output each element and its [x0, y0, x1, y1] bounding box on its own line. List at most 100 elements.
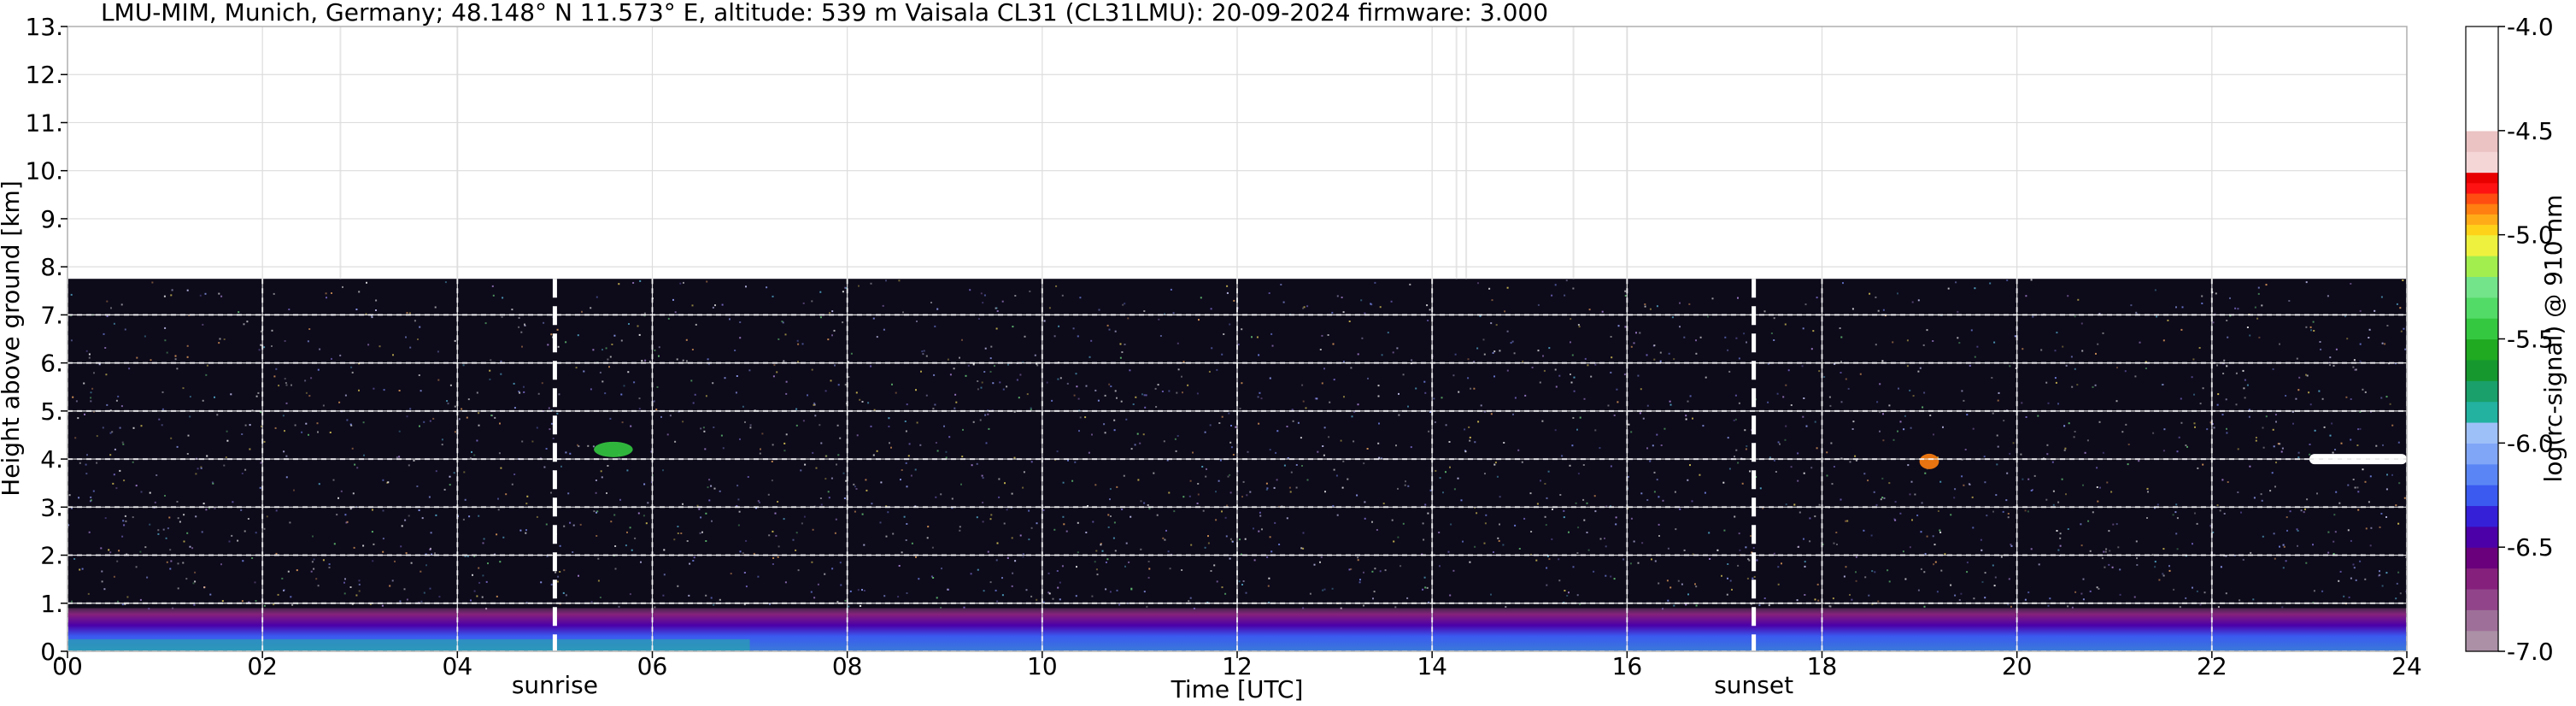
noise-dot [2249, 465, 2251, 468]
noise-dot [244, 530, 246, 532]
noise-dot [2052, 503, 2055, 506]
noise-dot [202, 503, 205, 505]
noise-dot [140, 425, 143, 427]
noise-dot [2403, 327, 2405, 330]
noise-dot [218, 342, 220, 344]
noise-dot [905, 430, 907, 432]
noise-dot [2133, 596, 2136, 598]
noise-dot [353, 546, 355, 549]
noise-dot [1424, 503, 1427, 506]
noise-dot [1689, 395, 1692, 397]
noise-dot [890, 446, 892, 449]
noise-dot [2272, 428, 2274, 431]
noise-dot [1452, 569, 1455, 572]
noise-dot [1734, 394, 1737, 397]
noise-dot [358, 590, 361, 592]
noise-dot [345, 521, 348, 524]
noise-dot [590, 307, 592, 309]
noise-dot [961, 338, 963, 341]
noise-dot [1305, 407, 1307, 409]
noise-dot [2359, 560, 2362, 562]
noise-dot [344, 394, 347, 397]
noise-dot [876, 336, 878, 338]
noise-dot [1812, 330, 1815, 332]
noise-dot [520, 331, 523, 333]
noise-dot [208, 507, 210, 509]
noise-dot [824, 390, 827, 392]
noise-dot [601, 349, 603, 351]
noise-dot [2185, 597, 2187, 599]
noise-dot [773, 364, 776, 367]
noise-dot [2030, 490, 2033, 491]
noise-dot [897, 596, 900, 598]
noise-dot [1379, 306, 1382, 309]
noise-dot [672, 298, 674, 301]
colorbar-bin [2466, 276, 2498, 298]
noise-dot [2306, 374, 2309, 377]
noise-dot [744, 421, 746, 423]
noise-dot [1124, 565, 1126, 568]
noise-dot [1085, 385, 1088, 387]
noise-dot [1269, 536, 1271, 538]
noise-dot [2068, 422, 2070, 425]
noise-dot [317, 585, 320, 587]
noise-dot [648, 361, 651, 362]
noise-dot [322, 404, 325, 407]
noise-dot [930, 575, 933, 578]
noise-dot [420, 390, 422, 392]
noise-dot [394, 560, 396, 562]
noise-dot [255, 600, 257, 602]
noise-dot [1835, 532, 1838, 533]
noise-dot [885, 535, 888, 538]
noise-dot [290, 596, 292, 598]
noise-dot [1402, 374, 1405, 376]
noise-dot [1224, 516, 1227, 519]
noise-dot [739, 438, 741, 440]
noise-dot [154, 501, 156, 503]
noise-dot [1077, 521, 1079, 524]
noise-dot [857, 589, 860, 591]
noise-dot [932, 577, 935, 579]
noise-dot [2356, 486, 2359, 489]
noise-dot [2154, 561, 2156, 563]
noise-dot [1816, 583, 1819, 585]
noise-dot [2020, 453, 2022, 456]
noise-dot [1175, 450, 1177, 452]
noise-dot [164, 495, 166, 497]
noise-dot [1320, 556, 1323, 558]
noise-dot [1350, 367, 1353, 369]
noise-dot [1576, 552, 1579, 554]
colorbar-bin [2466, 297, 2498, 319]
noise-dot [813, 403, 816, 406]
noise-dot [1109, 498, 1111, 501]
noise-dot [865, 479, 867, 481]
noise-dot [1164, 313, 1165, 315]
noise-dot [813, 597, 816, 599]
noise-dot [2306, 498, 2309, 501]
noise-dot [785, 380, 788, 383]
noise-dot [1188, 600, 1190, 603]
noise-dot [2275, 462, 2277, 464]
noise-dot [1347, 478, 1349, 480]
noise-dot [441, 438, 443, 441]
noise-dot [170, 437, 173, 439]
noise-dot [663, 549, 666, 551]
noise-dot [1187, 384, 1189, 386]
noise-dot [1219, 459, 1222, 462]
noise-dot [2046, 453, 2049, 456]
noise-dot [496, 595, 498, 597]
noise-dot [308, 395, 311, 397]
noise-dot [1091, 433, 1093, 436]
noise-dot [290, 384, 292, 386]
noise-dot [1513, 352, 1516, 355]
noise-dot [848, 605, 850, 608]
noise-dot [525, 532, 527, 534]
noise-dot [959, 356, 960, 359]
noise-dot [783, 442, 786, 444]
noise-dot [1623, 374, 1626, 375]
noise-dot [497, 497, 499, 500]
noise-dot [1013, 410, 1016, 413]
noise-dot [1119, 343, 1122, 345]
noise-dot [1357, 556, 1359, 559]
noise-dot [2279, 443, 2281, 445]
